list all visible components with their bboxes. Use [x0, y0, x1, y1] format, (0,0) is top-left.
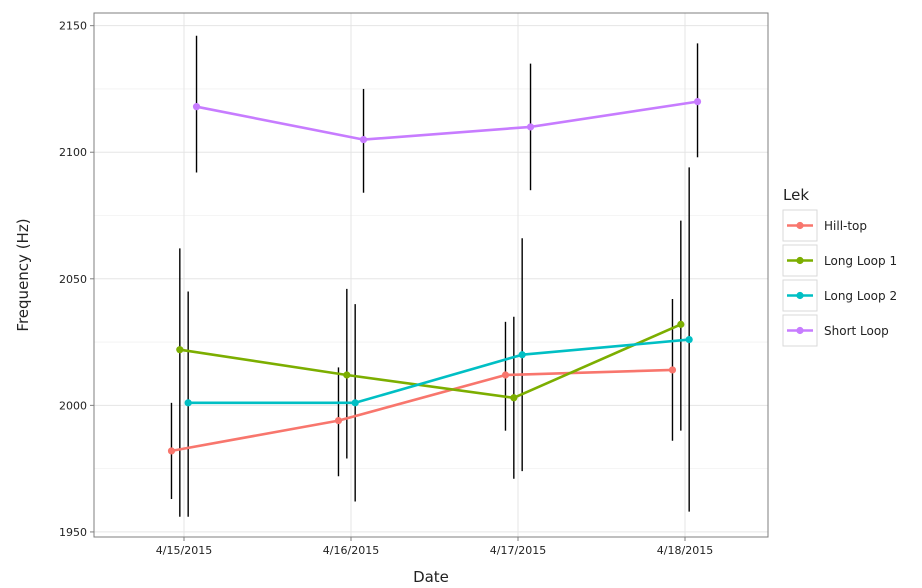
- data-point: [677, 320, 685, 328]
- legend-key-point: [796, 221, 804, 230]
- data-point: [343, 371, 351, 379]
- data-point: [668, 366, 677, 374]
- data-point: [359, 135, 368, 144]
- x-tick-label: 4/15/2015: [156, 544, 212, 557]
- data-point: [167, 447, 176, 455]
- y-tick-label: 2150: [59, 20, 87, 33]
- data-point: [501, 371, 510, 379]
- data-point: [510, 394, 518, 402]
- legend-key-point: [796, 326, 804, 335]
- legend-label: Hill-top: [824, 219, 867, 233]
- plot-panel-border: [93, 12, 769, 538]
- legend-label: Long Loop 1: [824, 254, 897, 268]
- data-point: [685, 335, 693, 344]
- y-axis: 1950 2000 2050 2100 2150: [59, 20, 94, 539]
- y-tick-label: 2050: [59, 273, 87, 286]
- data-point: [351, 399, 359, 407]
- series-line: [171, 368, 673, 453]
- series-line: [179, 323, 682, 400]
- legend: Lek Hill-top Long Loop 1 Long Loop 2 Short …: [782, 186, 897, 347]
- data-point: [526, 123, 535, 131]
- y-tick-label: 1950: [59, 526, 87, 539]
- x-tick-label: 4/16/2015: [323, 544, 379, 557]
- x-axis-title: Date: [413, 568, 449, 586]
- y-axis-title: Frequency (Hz): [14, 218, 32, 331]
- series-line: [188, 338, 690, 405]
- plot-background: [94, 13, 768, 537]
- series-points: [167, 97, 702, 455]
- data-point: [693, 97, 702, 106]
- legend-title: Lek: [783, 186, 809, 204]
- x-tick-label: 4/17/2015: [490, 544, 546, 557]
- legend-label: Short Loop: [824, 324, 889, 338]
- data-point: [184, 399, 192, 407]
- x-axis: 4/15/2015 4/16/2015 4/17/2015 4/18/2015: [156, 537, 713, 557]
- data-point: [334, 416, 343, 425]
- legend-key-point: [796, 256, 804, 265]
- series-lines: [171, 100, 698, 453]
- x-tick-label: 4/18/2015: [657, 544, 713, 557]
- data-point: [192, 103, 201, 111]
- legend-key-point: [796, 291, 804, 300]
- data-point: [518, 351, 526, 359]
- legend-label: Long Loop 2: [824, 289, 897, 303]
- data-point: [176, 346, 184, 354]
- series-line: [196, 100, 698, 141]
- y-tick-label: 2100: [59, 146, 87, 159]
- y-tick-label: 2000: [59, 399, 87, 412]
